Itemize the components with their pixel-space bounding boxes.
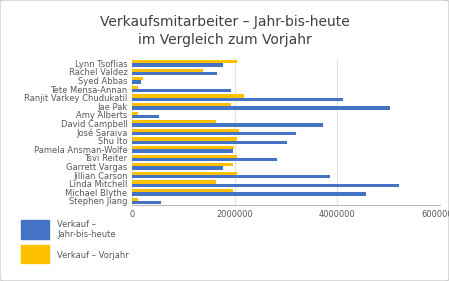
Bar	[132, 163, 233, 166]
Text: Verkauf –
Jahr-bis-heute: Verkauf – Jahr-bis-heute	[57, 219, 116, 239]
Bar	[132, 63, 223, 67]
Bar	[132, 120, 216, 123]
Bar	[132, 69, 202, 72]
Bar	[132, 166, 223, 170]
Bar	[132, 103, 232, 106]
Bar	[132, 198, 137, 201]
Bar	[21, 245, 49, 263]
Bar	[132, 137, 237, 141]
Bar	[132, 115, 159, 118]
Bar	[132, 175, 330, 178]
Bar	[132, 129, 239, 132]
Bar	[132, 180, 216, 184]
Bar	[132, 201, 161, 204]
Bar	[132, 60, 237, 63]
Bar	[132, 149, 233, 153]
Bar	[132, 89, 232, 92]
Bar	[132, 132, 296, 135]
Bar	[21, 220, 49, 239]
Bar	[132, 141, 287, 144]
Bar	[132, 172, 237, 175]
Bar	[132, 112, 137, 115]
Bar	[132, 155, 237, 158]
Bar	[132, 80, 141, 84]
Bar	[132, 77, 143, 80]
Bar	[132, 189, 233, 192]
Bar	[132, 184, 399, 187]
Text: Verkaufsmitarbeiter – Jahr-bis-heute
im Vergleich zum Vorjahr: Verkaufsmitarbeiter – Jahr-bis-heute im …	[100, 15, 349, 47]
Bar	[132, 192, 366, 196]
Bar	[132, 123, 323, 127]
Bar	[132, 98, 343, 101]
Bar	[132, 106, 390, 110]
Bar	[132, 158, 277, 161]
Bar	[132, 94, 244, 98]
Bar	[132, 72, 216, 75]
Text: Verkauf – Vorjahr: Verkauf – Vorjahr	[57, 251, 129, 260]
Bar	[132, 146, 234, 149]
Bar	[132, 86, 137, 89]
